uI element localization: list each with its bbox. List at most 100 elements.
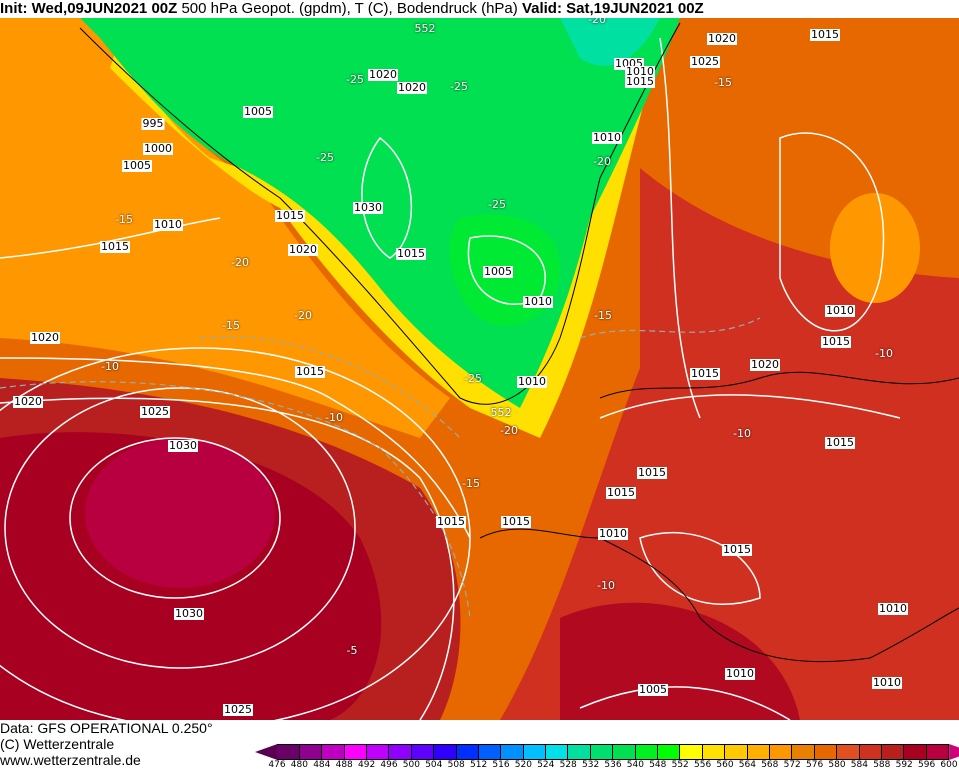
colorbar-tick-label: 524 [537, 760, 555, 770]
isobar-label: 1015 [625, 75, 655, 88]
colorbar-tick-label: 548 [649, 760, 667, 770]
colorbar-tick-label: 476 [268, 760, 286, 770]
isobar-label: 552 [414, 22, 436, 35]
colorbar-swatch [725, 744, 748, 760]
colorbar-swatch [837, 744, 860, 760]
isobar-label: 1020 [288, 243, 318, 256]
colorbar-tick-label: 496 [380, 760, 398, 770]
colorbar-swatch [635, 744, 659, 760]
colorbar-tick-label: 480 [290, 760, 308, 770]
colorbar-tick-label: 580 [828, 760, 846, 770]
data-source: Data: GFS OPERATIONAL 0.250° [0, 720, 213, 736]
isobar-label: -15 [115, 213, 133, 226]
temperature-isotherms [0, 317, 761, 619]
isobar-label: 1015 [825, 436, 855, 449]
isobar-label: 1030 [168, 439, 198, 452]
isobar-label: 1015 [396, 247, 426, 260]
isobar-label: 1010 [878, 602, 908, 615]
colorbar-tick-label: 560 [716, 760, 734, 770]
colorbar-swatch [434, 744, 457, 760]
colorbar-arrow-low [255, 744, 278, 760]
colorbar-tick-label: 536 [604, 760, 622, 770]
colorbar-tick-label: 500 [402, 760, 420, 770]
valid-time: Valid: Sat,19JUN2021 00Z [521, 0, 704, 17]
colorbar-swatch [456, 744, 479, 760]
isobar-label: -10 [597, 579, 615, 592]
colorbar-swatch [389, 744, 412, 760]
field-light-orange-west [0, 18, 450, 438]
colorbar-swatch [322, 744, 345, 760]
colorbar-tick-label: 572 [783, 760, 801, 770]
isobar-label: -10 [325, 411, 343, 424]
isobars [0, 37, 901, 720]
isobar-label: 1025 [690, 55, 720, 68]
isobar-label: 1010 [598, 527, 628, 540]
field-light-spot-east [830, 193, 920, 303]
isobar-label: -25 [450, 80, 468, 93]
isobar-label: 1010 [825, 304, 855, 317]
isobar-label: 1030 [353, 201, 383, 214]
field-deep-red-southeast [560, 602, 800, 720]
colorbar [255, 744, 959, 760]
isobar-label: 1030 [174, 607, 204, 620]
isobar-label: -15 [594, 309, 612, 322]
isobar-label: 1015 [690, 367, 720, 380]
isobar-label: 1015 [295, 365, 325, 378]
isobar-label: -25 [488, 198, 506, 211]
isobar-label: 1020 [397, 81, 427, 94]
isobar-label: 1015 [100, 240, 130, 253]
colorbar-tick-label: 488 [335, 760, 353, 770]
colorbar-tick-label: 484 [313, 760, 331, 770]
map-title: Init: Wed,09JUN2021 00Z 500 hPa Geopot. … [0, 0, 959, 18]
geopotential-map [0, 18, 959, 720]
colorbar-tick-label: 492 [358, 760, 376, 770]
website-link[interactable]: www.wetterzentrale.de [0, 752, 141, 768]
isobar-label: -25 [346, 73, 364, 86]
colorbar-tick-label: 596 [918, 760, 936, 770]
isobar-label: 1020 [750, 358, 780, 371]
isobar-label: 1020 [30, 331, 60, 344]
colorbar-swatch [523, 744, 547, 760]
colorbar-tick-label: 532 [582, 760, 600, 770]
colorbar-swatch [366, 744, 390, 760]
colorbar-tick-label: 520 [514, 760, 532, 770]
isobar-label: 1015 [436, 515, 466, 528]
coastlines [79, 22, 959, 663]
init-time: Init: Wed,09JUN2021 00Z [0, 0, 178, 17]
isobar-label: -20 [294, 309, 312, 322]
colorbar-arrow-high [949, 744, 959, 760]
colorbar-swatch [277, 744, 300, 760]
isobar-label: 1010 [517, 375, 547, 388]
field-high-center [85, 438, 275, 588]
colorbar-swatch [702, 744, 726, 760]
colorbar-swatch [568, 744, 591, 760]
colorbar-tick-label: 516 [492, 760, 510, 770]
colorbar-swatch [590, 744, 614, 760]
colorbar-swatch [658, 744, 681, 760]
isobar-label: -20 [500, 424, 518, 437]
isobar-label: -10 [101, 360, 119, 373]
colorbar-tick-label: 508 [447, 760, 465, 770]
isobar-label: 1015 [821, 335, 851, 348]
isobar-label: -20 [593, 155, 611, 168]
colorbar-swatch [299, 744, 323, 760]
colorbar-tick-label: 540 [626, 760, 644, 770]
isobar-label: 1015 [501, 515, 531, 528]
isobar-label: 1005 [243, 105, 273, 118]
isobar-label: -10 [875, 347, 893, 360]
colorbar-swatch [680, 744, 703, 760]
colorbar-tick-label: 592 [895, 760, 913, 770]
colorbar-tick-label: 512 [470, 760, 488, 770]
isobar-label: 1000 [143, 142, 173, 155]
isobar-label: -10 [733, 427, 751, 440]
isobar-label: 1025 [223, 703, 253, 716]
colorbar-tick-label: 504 [425, 760, 443, 770]
colorbar-swatch [769, 744, 793, 760]
isobar-label: 1005 [122, 159, 152, 172]
isobar-label: -20 [231, 256, 249, 269]
isobar-label: 552 [490, 406, 512, 419]
isobar-label: 1015 [637, 466, 667, 479]
isobar-label: -15 [222, 319, 240, 332]
field-cyan-green [560, 18, 660, 66]
